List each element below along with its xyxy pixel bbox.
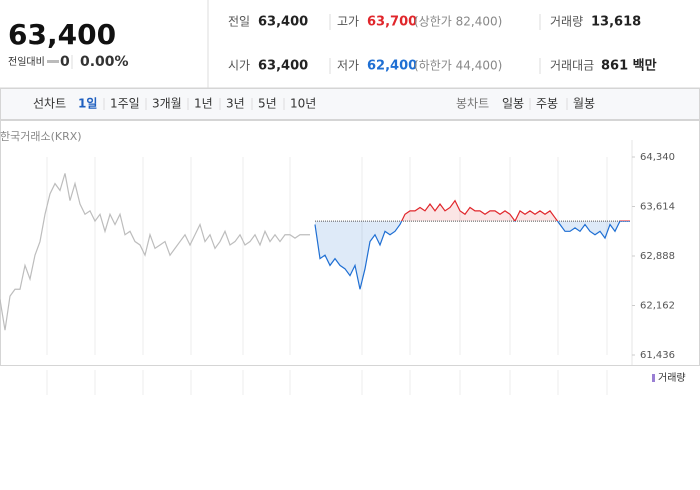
y-tick-label: 61,436 (640, 350, 675, 361)
stat-label: 저가 (337, 59, 359, 73)
flat-icon (47, 60, 59, 63)
candle-tab[interactable]: 일봉 (502, 97, 524, 111)
period-tab[interactable]: 1년 (194, 97, 213, 111)
tab-label: 봉차트 (456, 97, 489, 111)
change: 0 (60, 54, 70, 70)
line-down (314, 221, 630, 290)
period-tab[interactable]: 3개월 (152, 97, 182, 111)
stat-value: 13,618 (591, 15, 641, 30)
stat-label: 고가 (337, 15, 359, 29)
change-label: 전일대비 (8, 56, 45, 68)
y-tick-label: 62,162 (640, 301, 675, 312)
period-tab[interactable]: 1주일 (110, 97, 140, 111)
period-tab[interactable]: 3년 (226, 97, 245, 111)
stat-label: 시가 (228, 59, 250, 73)
stat-value: 62,400 (367, 59, 417, 74)
tab-label: 선차트 (33, 97, 66, 111)
stat-value: 63,700 (367, 15, 417, 30)
y-tick-label: 63,614 (640, 202, 675, 213)
line (0, 173, 310, 331)
stat-note: (하한가 44,400) (414, 59, 502, 73)
stat-value: 861 백만 (601, 58, 657, 74)
stat-label: 거래량 (550, 15, 583, 29)
line-up (400, 199, 630, 222)
source: 한국거래소(KRX) (0, 130, 82, 143)
legend: 거래량 (658, 372, 686, 384)
stat-value: 63,400 (258, 15, 308, 30)
legend-swatch (652, 374, 655, 382)
stat-value: 63,400 (258, 59, 308, 74)
candle-tab[interactable]: 주봉 (536, 97, 558, 111)
price: 63,400 (8, 18, 116, 51)
rate: 0.00% (80, 54, 129, 70)
stat-note: (상한가 82,400) (414, 15, 502, 29)
y-tick-label: 64,340 (640, 152, 675, 163)
candle-tab[interactable]: 월봉 (573, 97, 595, 111)
stat-label: 전일 (228, 15, 250, 29)
area-down (315, 221, 630, 290)
stat-label: 거래대금 (550, 59, 594, 73)
period-tab[interactable]: 1일 (78, 97, 97, 111)
period-tab[interactable]: 5년 (258, 97, 277, 111)
period-tab[interactable]: 10년 (290, 97, 316, 111)
y-tick-label: 62,888 (640, 251, 675, 262)
